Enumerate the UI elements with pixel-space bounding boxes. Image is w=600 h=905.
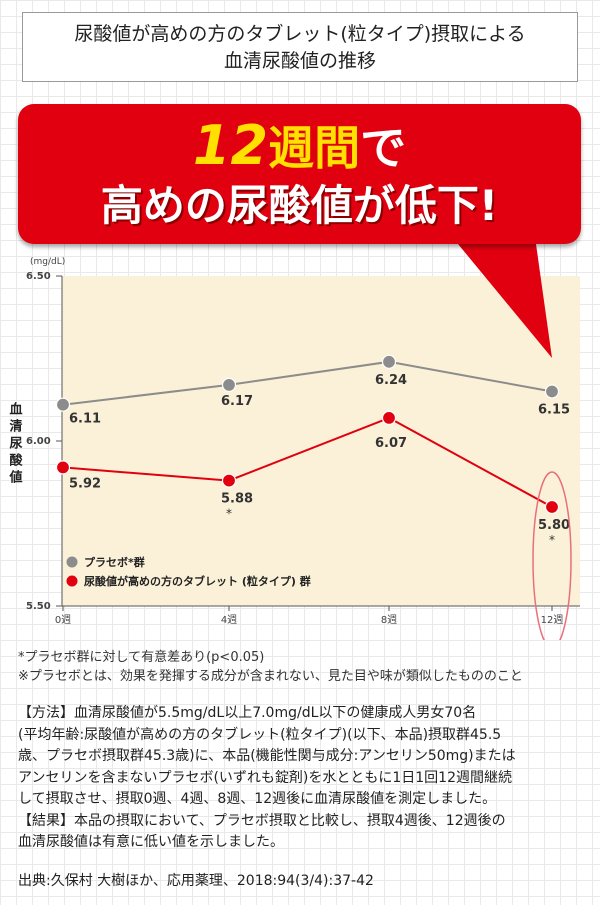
data-label: 6.07 xyxy=(375,436,407,451)
banner-line-2: 高めの尿酸値が低下! xyxy=(100,181,499,230)
plot-background xyxy=(62,276,580,606)
y-axis xyxy=(56,275,63,607)
chart: (mg/dL) 6.50 6.00 5.50 血清尿酸値 0週 4週 8週 12週 6… xyxy=(7,244,580,640)
method-text: 【方法】血清尿酸値が5.5mg/dL以上7.0mg/dL以下の健康成人男女70名… xyxy=(18,703,586,854)
method-line: して摂取させ、摂取0週、4週、8週、12週後に血清尿酸値を測定しました。 xyxy=(18,791,497,807)
legend-marker xyxy=(66,556,78,568)
legend-label: 尿酸値が高めの方のタブレット (粒タイプ) 群 xyxy=(84,574,311,588)
banner-suffix: で xyxy=(360,121,407,175)
source-citation: 出典:久保村 大樹ほか、応用薬理、2018:94(3/4):37-42 xyxy=(18,873,374,889)
series-line xyxy=(62,416,553,508)
method-line: アンセリンを含まないプラセボ(いずれも錠剤)を水とともに1日1回12週間継続 xyxy=(18,769,512,786)
y-tick-mid: 6.00 xyxy=(26,436,51,447)
title-box: 尿酸値が高めの方のタブレット(粒タイプ)摂取による 血清尿酸値の推移 xyxy=(22,12,578,82)
result-line: 【結果】本品の摂取において、プラセボ摂取と比較し、摂取4週後、12週後の xyxy=(18,812,506,829)
x-tick-label: 4週 xyxy=(221,614,237,626)
footnotes: *プラセボ群に対して有意差あり(p<0.05) ※プラセボとは、効果を発揮する成… xyxy=(18,648,523,686)
data-point xyxy=(55,397,71,412)
x-tick-label: 0週 xyxy=(55,614,71,626)
title-line-1: 尿酸値が高めの方のタブレット(粒タイプ)摂取による xyxy=(74,23,526,45)
legend-marker xyxy=(66,575,78,587)
result-line: 血清尿酸値は有意に低い値を示しました。 xyxy=(18,834,284,850)
data-point xyxy=(221,377,237,392)
y-tick-bottom: 5.50 xyxy=(26,601,51,612)
y-unit: (mg/dL) xyxy=(30,257,65,267)
significance-mark: * xyxy=(226,507,232,521)
legend-label: プラセボ*群 xyxy=(84,555,145,569)
data-point xyxy=(381,410,397,425)
banner-weeks: 週間 xyxy=(268,121,361,175)
x-tick-label: 8週 xyxy=(381,614,397,626)
headline-banner: 12週間で 高めの尿酸値が低下! xyxy=(18,104,581,244)
banner-number: 12 xyxy=(192,114,269,177)
footnote-significance: *プラセボ群に対して有意差あり(p<0.05) xyxy=(18,650,265,665)
data-point xyxy=(221,473,237,488)
footnote-placebo: ※プラセボとは、効果を発揮する成分が含まれない、見た目や味が類似したもののこと xyxy=(18,669,523,684)
data-point xyxy=(381,354,397,369)
series-line xyxy=(62,360,553,406)
method-line: (平均年齢:尿酸値が高めの方のタブレット(粒タイプ)(以下、本品)摂取群45.5 xyxy=(18,726,502,743)
data-label: 6.24 xyxy=(375,373,407,388)
data-label: 6.15 xyxy=(538,403,570,418)
data-label: 5.88 xyxy=(221,492,253,507)
method-line: 【方法】血清尿酸値が5.5mg/dL以上7.0mg/dL以下の健康成人男女70名 xyxy=(18,705,477,721)
data-label: 6.17 xyxy=(221,394,253,409)
y-tick-top: 6.50 xyxy=(26,271,51,282)
data-label: 6.11 xyxy=(69,412,101,427)
callout-pointer xyxy=(458,244,552,358)
y-axis-label: 血清尿酸値 xyxy=(7,401,24,487)
method-line: 歳、プラセボ摂取群45.3歳)に、本品(機能性関与成分:アンセリン50mg)また… xyxy=(18,748,516,764)
title-line-2: 血清尿酸値の推移 xyxy=(223,50,376,72)
data-point xyxy=(55,460,71,475)
significance-mark: * xyxy=(549,533,555,547)
data-label: 5.80 xyxy=(538,518,570,533)
banner-line-1: 12週間で xyxy=(18,116,581,178)
x-tick-label: 12週 xyxy=(541,614,564,626)
highlight-ellipse xyxy=(532,471,572,640)
data-label: 5.92 xyxy=(69,476,101,491)
data-point xyxy=(544,384,560,399)
data-point xyxy=(544,499,560,515)
